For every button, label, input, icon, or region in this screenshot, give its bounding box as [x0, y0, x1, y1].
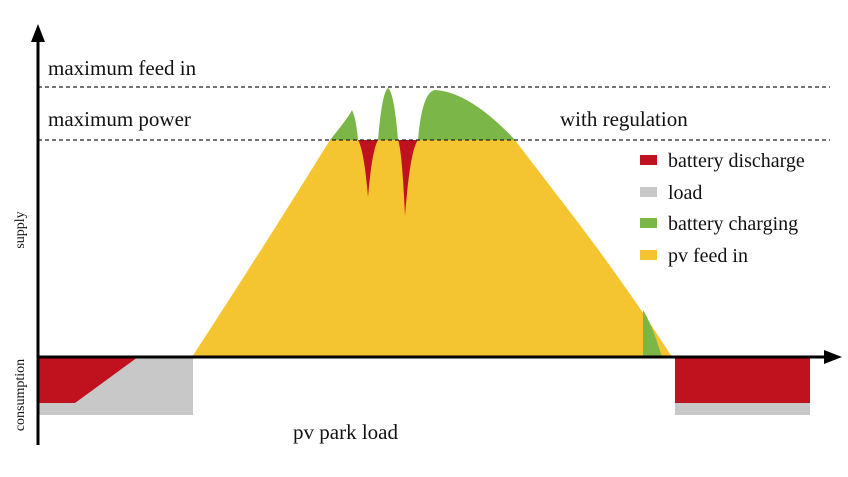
- label: pv park load: [293, 420, 398, 444]
- axis-label: supply: [13, 211, 28, 248]
- battery-discharge-area: [38, 357, 138, 403]
- legend-label: pv feed in: [668, 245, 748, 267]
- battery-charging-area: [330, 110, 358, 140]
- legend-swatch: [640, 250, 657, 260]
- label: maximum feed in: [48, 56, 197, 80]
- battery-discharge-area: [398, 140, 418, 216]
- y-axis-arrow: [31, 24, 45, 42]
- battery-discharge-area: [675, 357, 810, 403]
- axis-label: consumption: [13, 359, 28, 431]
- legend-label: battery charging: [668, 213, 798, 235]
- load-area: [675, 403, 810, 415]
- legend-swatch: [640, 155, 657, 165]
- battery-charging-area: [643, 310, 662, 357]
- label: maximum power: [48, 107, 191, 131]
- x-axis-arrow: [824, 350, 842, 364]
- battery-charging-area: [378, 88, 398, 140]
- legend-label: battery discharge: [668, 150, 805, 172]
- battery-discharge-area: [358, 140, 378, 197]
- legend-swatch: [640, 187, 657, 197]
- label: with regulation: [560, 107, 688, 131]
- battery-charging-area: [418, 90, 515, 140]
- pv-feed-in-area: [192, 140, 672, 357]
- legend-swatch: [640, 218, 657, 228]
- legend-label: load: [668, 182, 702, 204]
